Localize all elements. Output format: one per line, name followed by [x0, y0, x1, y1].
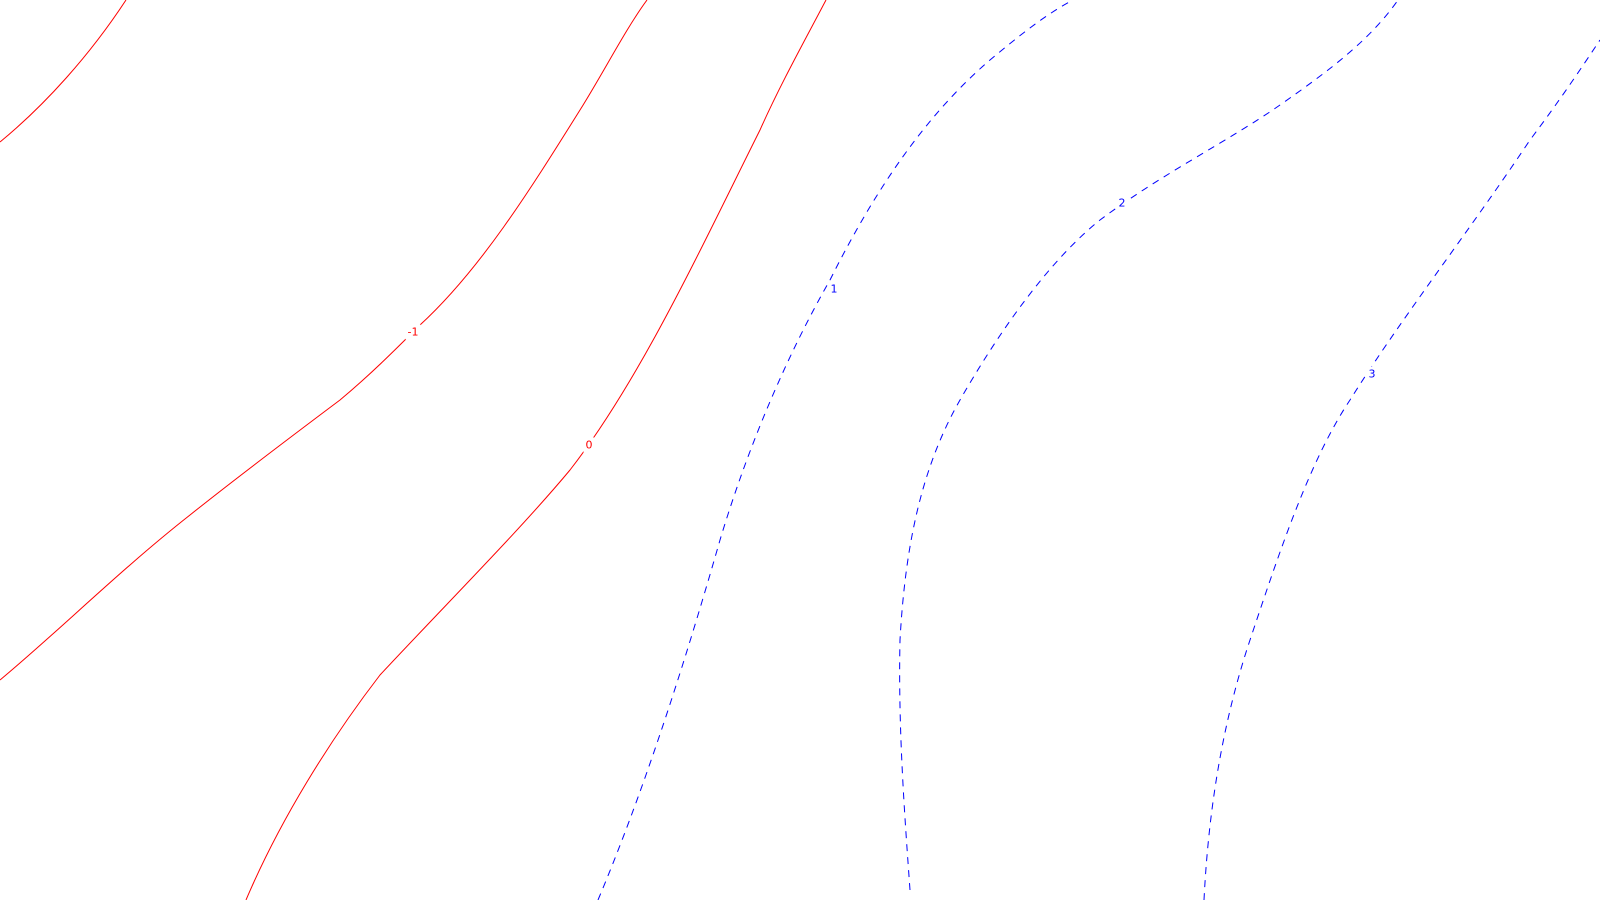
contour-label-minus-1: -1 [408, 326, 419, 339]
contour-label-0: 0 [586, 439, 593, 452]
contour-line-minus-2 [0, 0, 127, 143]
contour-line-2 [899, 0, 1399, 891]
contour-line-minus-1 [0, 0, 648, 681]
contour-line-3 [1203, 39, 1600, 900]
contour-label-background-0 [583, 437, 595, 453]
contour-label-background-1 [828, 281, 840, 297]
contour-label-background-3 [1366, 366, 1378, 382]
contour-label-background-2 [1116, 195, 1128, 211]
contour-line-0 [245, 0, 827, 900]
contour-line-1 [597, 0, 1074, 900]
contour-label-3: 3 [1369, 368, 1376, 381]
contour-label-1: 1 [831, 283, 838, 296]
contour-label-2: 2 [1119, 197, 1126, 210]
contour-label-background-minus-1 [405, 324, 421, 340]
